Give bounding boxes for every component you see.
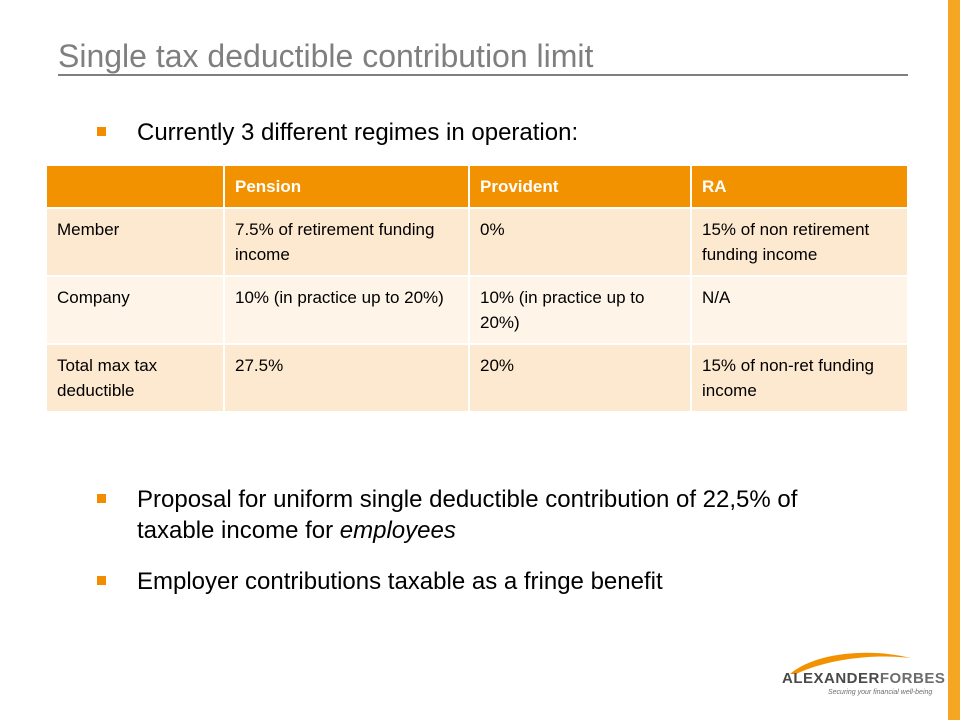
logo-swoosh-icon (790, 652, 911, 674)
title-underline (58, 74, 908, 76)
bullet-square-icon (97, 494, 106, 503)
logo-word-light: ALEXANDER (782, 670, 880, 687)
right-accent-bar (948, 0, 960, 720)
table-cell: 15% of non retirement funding income (692, 209, 907, 277)
table-row: Company 10% (in practice up to 20%) 10% … (47, 277, 907, 345)
table-cell: N/A (692, 277, 907, 345)
table-cell: 10% (in practice up to 20%) (225, 277, 470, 345)
table-row: Total max tax deductible 27.5% 20% 15% o… (47, 345, 907, 413)
bullet-text: Currently 3 different regimes in operati… (137, 119, 579, 146)
logo-wordmark: ALEXANDERFORBES (782, 670, 945, 687)
slide-title: Single tax deductible contribution limit (58, 38, 594, 74)
bullet-text-main: Proposal for uniform single deductible c… (137, 486, 798, 544)
table-header-cell: RA (692, 166, 907, 209)
table-cell: Total max tax deductible (47, 345, 225, 413)
bullet-square-icon (97, 127, 106, 136)
table-header-cell (47, 166, 225, 209)
table-cell: 20% (470, 345, 692, 413)
table-cell: Company (47, 277, 225, 345)
bullet-proposal: Proposal for uniform single deductible c… (97, 484, 887, 548)
table-header-cell: Pension (225, 166, 470, 209)
table-cell: 10% (in practice up to 20%) (470, 277, 692, 345)
bullet-text: Employer contributions taxable as a frin… (137, 568, 663, 595)
logo-word-bold: FORBES (879, 670, 946, 687)
logo-tagline: Securing your financial well-being (828, 689, 933, 696)
company-logo: ALEXANDERFORBES Securing your financial … (776, 648, 945, 704)
table-cell: 0% (470, 209, 692, 277)
bullet-regimes: Currently 3 different regimes in operati… (97, 117, 897, 149)
table-row: Member 7.5% of retirement funding income… (47, 209, 907, 277)
bullet-square-icon (97, 576, 106, 585)
bullet-text-emphasis: employees (339, 517, 456, 544)
table-header-cell: Provident (470, 166, 692, 209)
bullet-employer: Employer contributions taxable as a frin… (97, 566, 887, 598)
table-header-row: Pension Provident RA (47, 166, 907, 209)
bullet-text: Proposal for uniform single deductible c… (137, 484, 877, 546)
table-cell: 27.5% (225, 345, 470, 413)
table-cell: Member (47, 209, 225, 277)
table-cell: 15% of non-ret funding income (692, 345, 907, 413)
table-cell: 7.5% of retirement funding income (225, 209, 470, 277)
regimes-table: Pension Provident RA Member 7.5% of reti… (47, 166, 907, 413)
